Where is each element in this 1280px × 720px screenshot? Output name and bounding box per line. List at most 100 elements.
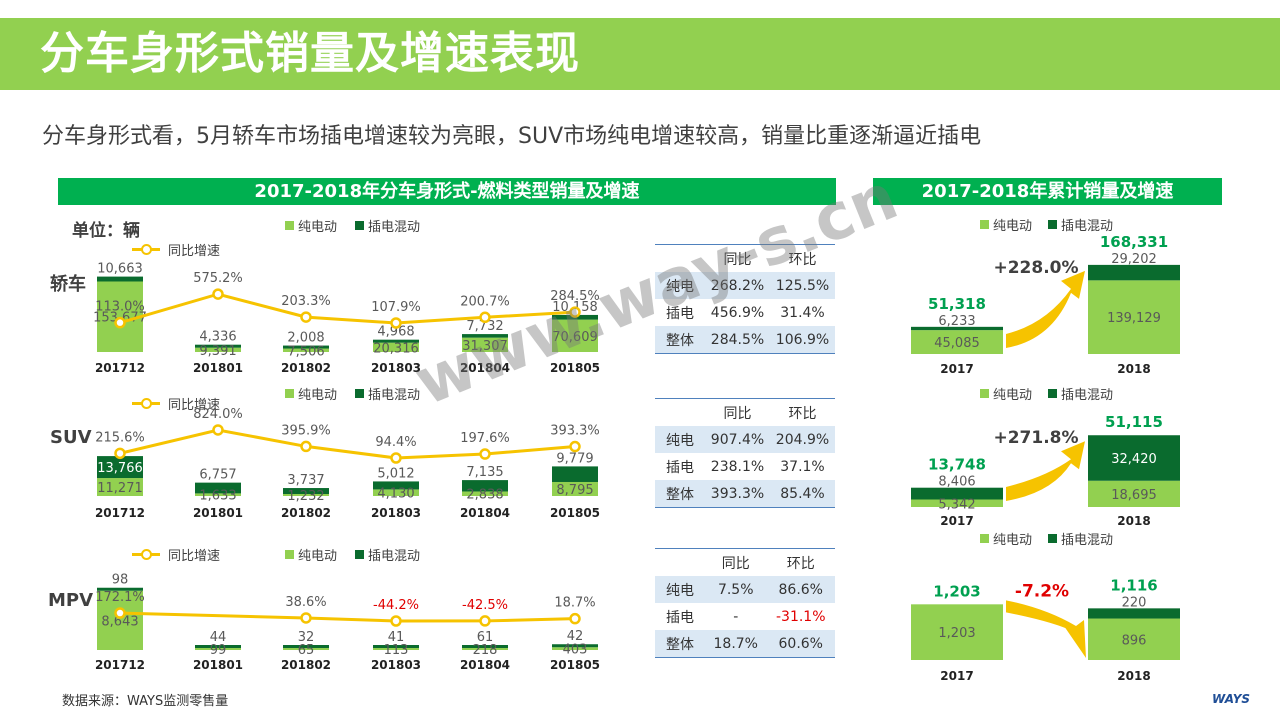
data-label-phev: 2,008 <box>287 331 324 346</box>
bar-ev <box>552 481 598 496</box>
legend-phev-label: 插电混动 <box>1061 388 1114 403</box>
bar-phev <box>97 456 143 479</box>
bar-phev <box>195 344 241 348</box>
yoy-point <box>479 615 491 627</box>
cum-label-ev: 5,342 <box>938 497 975 512</box>
legend-ev-label: 纯电动 <box>298 549 338 564</box>
table-header-mom: 环比 <box>770 398 835 426</box>
yoy-line <box>119 611 576 623</box>
yoy-point <box>114 447 126 460</box>
legend-ev-swatch <box>980 389 989 398</box>
data-label-phev: 9,779 <box>556 451 593 466</box>
data-label-phev: 98 <box>112 573 129 588</box>
legend-mpv: 纯电动 插电混动 <box>285 545 420 564</box>
cum-label-ev: 139,129 <box>1107 311 1161 326</box>
cum-total-label: 51,318 <box>928 295 986 313</box>
row-label-mpv: MPV <box>48 590 94 611</box>
legend-ev-swatch <box>980 220 989 229</box>
data-label-phev: 4,336 <box>199 330 236 345</box>
bar-ev <box>552 319 598 352</box>
legend-phev-swatch <box>1048 220 1058 229</box>
yoy-point <box>114 316 126 329</box>
yoy-point <box>300 612 312 624</box>
legend-line-mpv: 同比增速 <box>132 545 220 564</box>
growth-label: -7.2% <box>1015 581 1069 601</box>
category-label: 2018 <box>1117 362 1150 376</box>
yoy-point <box>300 440 312 453</box>
legend-line-label: 同比增速 <box>168 549 221 564</box>
bar-phev <box>462 480 508 492</box>
category-label: 201805 <box>550 506 600 520</box>
category-label: 201712 <box>95 506 145 520</box>
table-header-yoy: 同比 <box>705 398 770 426</box>
legend-ev-label: 纯电动 <box>298 220 338 235</box>
yoy-point <box>114 607 126 619</box>
legend-sedan: 纯电动 插电混动 <box>285 216 420 235</box>
data-label-ev: 99 <box>210 643 227 658</box>
yoy-label: 200.7% <box>460 294 510 309</box>
table-cell-mom: 60.6% <box>766 630 835 658</box>
category-label: 201804 <box>460 506 510 520</box>
category-label: 201803 <box>371 506 421 520</box>
stats-table-sedan: 同比 环比 纯电 268.2% 125.5% 插电 456.9% 31.4% 整体 284.… <box>655 244 835 354</box>
cum-label-phev: 8,406 <box>938 475 975 490</box>
data-label-ev: 65 <box>298 643 315 658</box>
table-cell-mom: 31.4% <box>770 299 835 326</box>
cum-label-ev: 896 <box>1122 633 1147 648</box>
cum-label-phev: 32,420 <box>1111 452 1157 467</box>
data-label-ev: 218 <box>473 643 498 658</box>
legend-ev-label: 纯电动 <box>298 388 338 403</box>
right-section-header: 2017-2018年累计销量及增速 <box>873 178 1222 205</box>
data-label-ev: 113 <box>384 643 409 658</box>
cum-label-phev: 6,233 <box>938 314 975 329</box>
table-cell-mom: 86.6% <box>766 576 835 603</box>
legend-ev-swatch <box>285 550 294 559</box>
data-label-ev: 9,391 <box>199 344 236 359</box>
cum-label-phev: 29,202 <box>1111 252 1157 267</box>
cum-bar-phev <box>1088 435 1180 481</box>
ways-logo: WAYS <box>1212 692 1251 706</box>
bar-ev <box>462 337 508 352</box>
legend-line-marker <box>132 549 160 560</box>
legend-line-label: 同比增速 <box>168 398 221 413</box>
legend-line-sedan: 同比增速 <box>132 240 220 259</box>
yoy-label: 107.9% <box>371 300 421 315</box>
legend-ev-swatch <box>285 389 294 398</box>
data-label-phev: 7,135 <box>466 465 503 480</box>
page-subtitle: 分车身形式看，5月轿车市场插电增速较为亮眼，SUV市场纯电增速较高，销量比重逐渐… <box>42 124 982 149</box>
bar-phev <box>552 644 598 648</box>
category-label: 201712 <box>95 361 145 375</box>
category-label: 201802 <box>281 658 331 672</box>
table-row-label: 插电 <box>655 453 705 480</box>
yoy-point <box>212 288 224 300</box>
legend-ev-label: 纯电动 <box>993 219 1033 234</box>
data-label-phev: 32 <box>298 630 315 645</box>
bar-ev <box>462 491 508 496</box>
legend-phev-label: 插电混动 <box>1061 219 1114 234</box>
data-label-ev: 403 <box>563 643 588 658</box>
cum-total-label: 168,331 <box>1100 233 1168 251</box>
data-label-phev: 42 <box>567 629 584 644</box>
legend-line-marker <box>132 398 160 409</box>
legend-line-marker <box>132 244 160 255</box>
bar-ev <box>195 347 241 352</box>
legend-line-label: 同比增速 <box>168 244 221 259</box>
table-header-yoy: 同比 <box>705 244 770 272</box>
bar-phev <box>97 276 143 282</box>
data-label-ev: 31,307 <box>462 339 508 354</box>
yoy-label: 94.4% <box>375 435 416 450</box>
growth-arrow <box>1006 441 1085 501</box>
legend-phev-swatch <box>1048 389 1058 398</box>
legend-ev-label: 纯电动 <box>993 388 1033 403</box>
title-band <box>0 18 1280 90</box>
bar-phev <box>462 334 508 338</box>
growth-arrow <box>1006 600 1086 658</box>
cum-bar-ev <box>1088 280 1180 354</box>
yoy-point <box>300 311 312 323</box>
data-label-ev: 11,271 <box>97 481 143 496</box>
table-row-label: 插电 <box>655 299 705 326</box>
bar-phev <box>283 488 329 494</box>
yoy-point <box>390 452 402 464</box>
category-label: 2018 <box>1117 514 1150 528</box>
